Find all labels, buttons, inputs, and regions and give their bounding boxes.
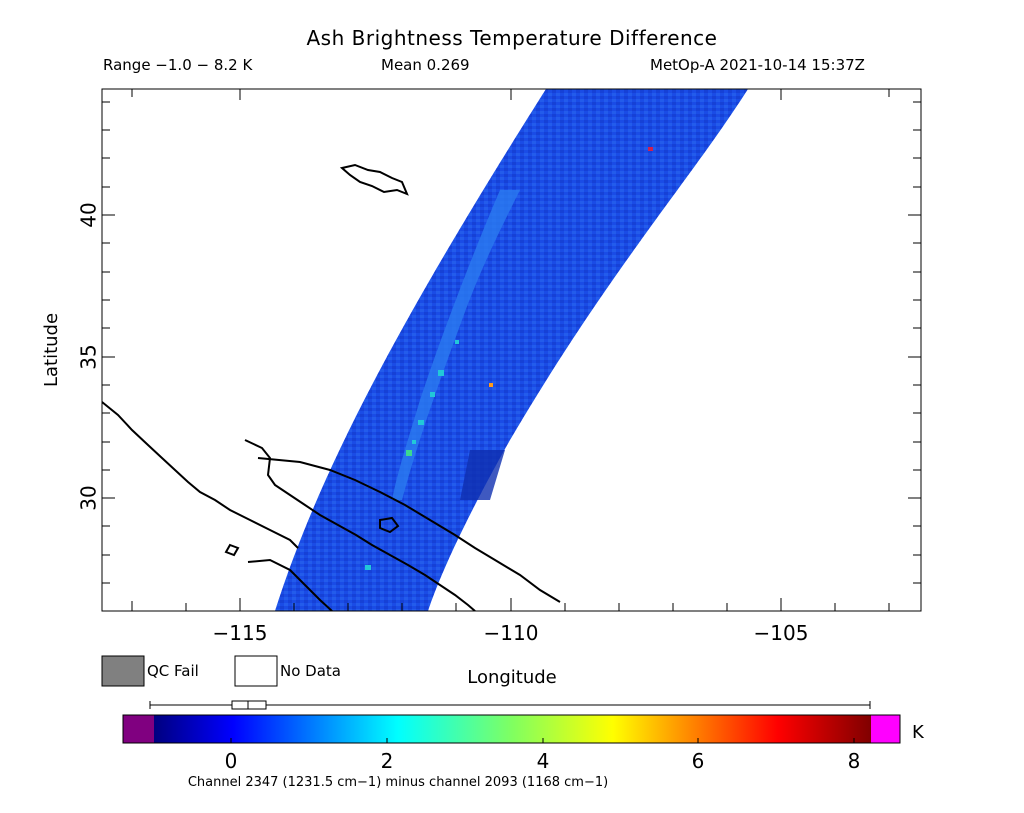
colorbar-caption: Channel 2347 (1231.5 cm−1) minus channel… [188,775,608,790]
lat-tick-30: 30 [77,485,101,510]
distribution-boxplot [149,700,871,710]
lon-tick-105: −105 [754,621,809,645]
colorbar-tick-8: 8 [848,749,861,773]
mean-label: Mean 0.269 [381,56,470,74]
coastlines [102,163,561,611]
swath-dark-patch [460,450,505,500]
qc-fail-label: QC Fail [147,662,199,680]
colorbar-unit: K [912,722,925,743]
colorbar-above-range [871,715,900,743]
qc-fail-swatch [101,655,145,687]
colorbar-below-range [123,715,154,743]
swath-highlights [365,147,653,570]
colorbar-tick-2: 2 [381,749,394,773]
y-axis-label: Latitude [41,313,62,387]
colorbar-tick-6: 6 [692,749,705,773]
colorbar-frame [122,714,901,744]
satellite-time-label: MetOp-A 2021-10-14 15:37Z [650,56,865,74]
lon-tick-115: −115 [213,621,268,645]
colorbar-tick-4: 4 [537,749,550,773]
range-label: Range −1.0 − 8.2 K [103,56,253,74]
x-axis-label: Longitude [467,667,557,688]
swath-texture [275,89,748,611]
lon-tick-110: −110 [484,621,539,645]
lat-tick-40: 40 [77,202,101,227]
chart-title: Ash Brightness Temperature Difference [306,26,718,50]
colorbar-gradient [154,715,871,743]
axis-ticks [102,89,921,611]
lat-tick-35: 35 [77,344,101,369]
no-data-swatch [234,655,278,687]
no-data-label: No Data [280,662,341,680]
colorbar-ticks [230,738,855,743]
colorbar-tick-0: 0 [225,749,238,773]
